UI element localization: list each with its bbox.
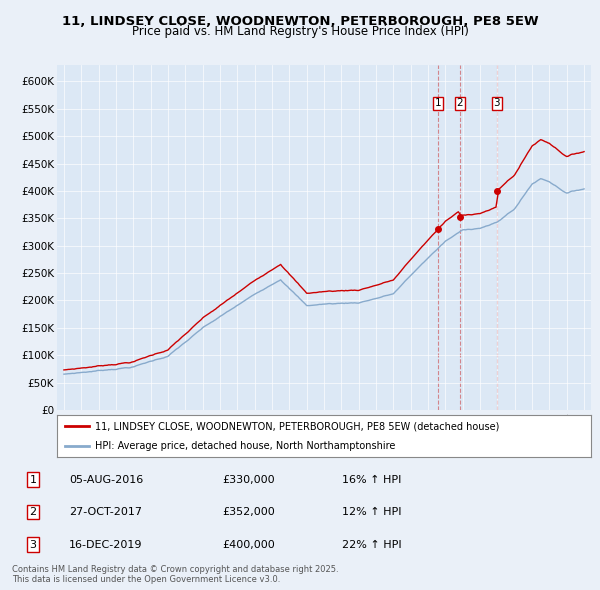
Text: 1: 1: [29, 475, 37, 484]
Text: 2: 2: [457, 99, 463, 108]
Text: 11, LINDSEY CLOSE, WOODNEWTON, PETERBOROUGH, PE8 5EW: 11, LINDSEY CLOSE, WOODNEWTON, PETERBORO…: [62, 15, 538, 28]
Text: 05-AUG-2016: 05-AUG-2016: [69, 475, 143, 484]
Text: 12% ↑ HPI: 12% ↑ HPI: [342, 507, 401, 517]
Text: £330,000: £330,000: [222, 475, 275, 484]
Text: 16% ↑ HPI: 16% ↑ HPI: [342, 475, 401, 484]
Text: Contains HM Land Registry data © Crown copyright and database right 2025.
This d: Contains HM Land Registry data © Crown c…: [12, 565, 338, 584]
Text: HPI: Average price, detached house, North Northamptonshire: HPI: Average price, detached house, Nort…: [95, 441, 396, 451]
Text: 11, LINDSEY CLOSE, WOODNEWTON, PETERBOROUGH, PE8 5EW (detached house): 11, LINDSEY CLOSE, WOODNEWTON, PETERBORO…: [95, 421, 500, 431]
Text: 3: 3: [29, 540, 37, 549]
Text: 2: 2: [29, 507, 37, 517]
Text: 3: 3: [493, 99, 500, 108]
Text: 16-DEC-2019: 16-DEC-2019: [69, 540, 143, 549]
Text: 27-OCT-2017: 27-OCT-2017: [69, 507, 142, 517]
Text: £352,000: £352,000: [222, 507, 275, 517]
Text: 1: 1: [435, 99, 442, 108]
Text: 22% ↑ HPI: 22% ↑ HPI: [342, 540, 401, 549]
Text: £400,000: £400,000: [222, 540, 275, 549]
Text: Price paid vs. HM Land Registry's House Price Index (HPI): Price paid vs. HM Land Registry's House …: [131, 25, 469, 38]
